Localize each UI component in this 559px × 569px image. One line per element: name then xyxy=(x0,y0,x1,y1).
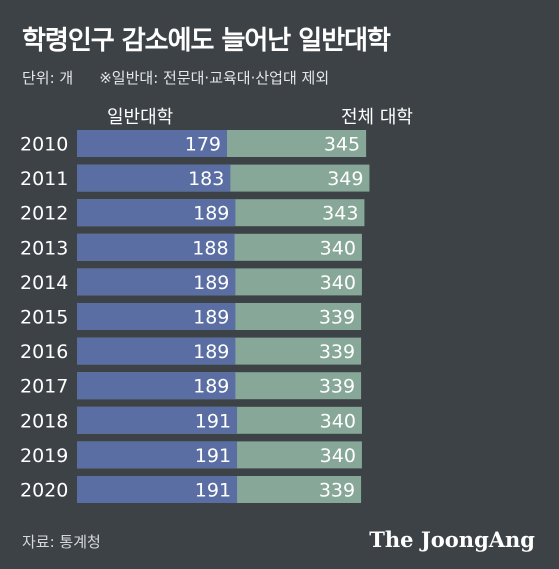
value-label-total-2011: 349 xyxy=(327,168,363,190)
year-label-2018: 2018 xyxy=(20,410,68,432)
year-label-2020: 2020 xyxy=(20,480,68,502)
value-label-total-2015: 339 xyxy=(319,307,355,329)
year-label-2011: 2011 xyxy=(20,168,68,190)
value-label-general-2010: 179 xyxy=(185,134,221,156)
source-note: 자료: 통계청 xyxy=(22,533,101,551)
value-label-general-2015: 189 xyxy=(193,307,229,329)
year-label-2016: 2016 xyxy=(20,341,68,363)
chart-subtitle: 단위: 개 ※일반대: 전문대·교육대·산업대 제외 xyxy=(22,67,329,88)
bar-general-2010 xyxy=(77,130,228,157)
bar-general-2019 xyxy=(77,441,238,469)
legend-general-university: 일반대학 xyxy=(107,107,174,128)
year-label-2017: 2017 xyxy=(20,376,68,398)
value-label-general-2020: 191 xyxy=(195,480,231,502)
value-label-general-2014: 189 xyxy=(193,272,229,294)
bar-general-2013 xyxy=(77,233,235,261)
value-label-general-2018: 191 xyxy=(195,410,231,432)
bar-general-2014 xyxy=(77,268,236,296)
value-label-total-2016: 339 xyxy=(319,341,355,363)
legend-total-university: 전체 대학 xyxy=(341,107,413,128)
value-label-total-2018: 340 xyxy=(320,410,356,432)
value-label-general-2013: 188 xyxy=(192,237,228,259)
year-label-2013: 2013 xyxy=(20,237,68,259)
unit-note: 단위: 개 xyxy=(22,69,74,87)
chart-title: 학령인구 감소에도 늘어난 일반대학 xyxy=(22,26,391,56)
bar-general-2020 xyxy=(77,476,238,503)
bar-general-2016 xyxy=(77,337,236,365)
bar-general-2011 xyxy=(77,164,231,192)
value-label-total-2020: 339 xyxy=(319,480,355,502)
value-label-general-2012: 189 xyxy=(193,203,229,225)
value-label-general-2011: 183 xyxy=(188,168,224,190)
brand-logo: The JoongAng xyxy=(369,527,535,552)
value-label-total-2012: 343 xyxy=(322,203,358,225)
value-label-general-2019: 191 xyxy=(195,445,231,467)
value-label-general-2017: 189 xyxy=(193,376,229,398)
year-label-2010: 2010 xyxy=(20,134,68,156)
value-label-total-2013: 340 xyxy=(320,237,356,259)
bar-general-2012 xyxy=(77,199,236,227)
year-label-2012: 2012 xyxy=(20,203,68,225)
value-label-total-2014: 340 xyxy=(320,272,356,294)
year-label-2014: 2014 xyxy=(20,272,68,294)
year-label-2015: 2015 xyxy=(20,307,68,329)
bar-general-2015 xyxy=(77,303,236,330)
bar-general-2018 xyxy=(77,406,238,434)
value-label-total-2010: 345 xyxy=(324,134,360,156)
exclusion-note: ※일반대: 전문대·교육대·산업대 제외 xyxy=(99,69,330,87)
value-label-total-2019: 340 xyxy=(320,445,356,467)
value-label-general-2016: 189 xyxy=(193,341,229,363)
bar-general-2017 xyxy=(77,372,236,400)
value-label-total-2017: 339 xyxy=(319,376,355,398)
year-label-2019: 2019 xyxy=(20,445,68,467)
